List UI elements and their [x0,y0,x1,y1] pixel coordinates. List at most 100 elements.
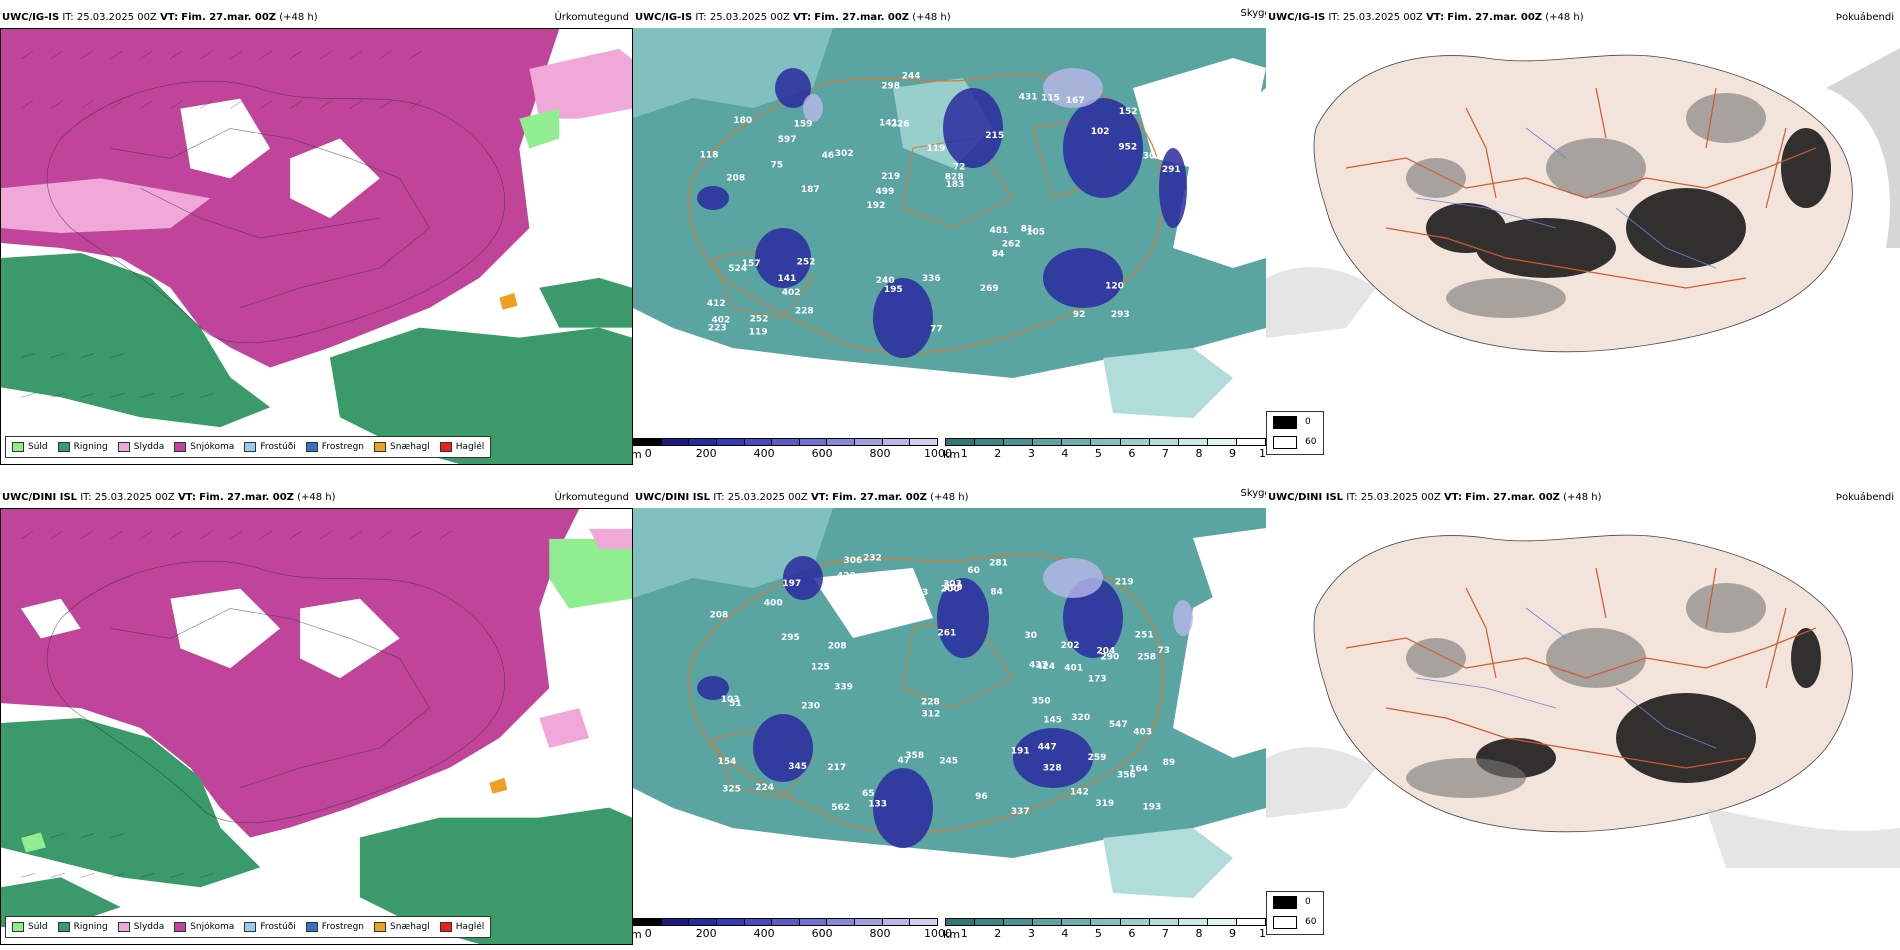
cloud-base-label: 230 [801,701,820,711]
panel-title: Skyggni [1240,8,1266,19]
visibility-colorbar: 1 2 3 4 5 6 7 8 9 10 km [943,438,1266,461]
colorbar-segment [1033,439,1063,445]
cloud-base-label: 350 [1032,696,1051,706]
cloud-base-label: 73 [1158,646,1171,656]
lead-time: (+48 h) [279,12,318,23]
colorbar-segment [772,439,800,445]
cloud-base-label: 412 [707,299,726,309]
cloud-base-label: 252 [797,257,816,267]
fog-index-map[interactable] [1266,28,1900,408]
cloud-base-label: 96 [975,792,988,802]
cloud-base-label: 152 [1119,107,1138,117]
colorbar-segment [882,439,911,445]
it-label: IT: [62,12,74,23]
lead-time: (+48 h) [912,12,951,23]
precip-legend-label: Snæhagl [390,442,430,452]
cloud-base-label: 141 [778,274,797,284]
cloud-base-label: 145 [1043,715,1062,725]
colorbar-segment [661,919,690,925]
lead-time: (+48 h) [1563,492,1602,503]
vt-label: VT: [160,12,179,23]
cloud-base-label: 828 [945,173,964,183]
cloud-base-label: 125 [811,663,830,673]
cloud-base-label: 159 [794,120,813,130]
precip-type-map[interactable]: Súld Rigning Slydda Snjókoma Frostúði Frostre… [0,508,633,945]
precip-type-panel-row1: UWC/IG-IS IT: 25.03.2025 00Z VT: Fim. 27… [0,8,633,465]
cloud-base-label: 77 [930,324,943,334]
colorbar-tick-label: 2 [994,927,1002,940]
cloud-base-unit: m [633,928,642,941]
cloud-base-label: 119 [749,328,768,338]
visibility-map[interactable]: 259 251 164 261 325 420 204 217 219 295 258 208 173 1… [633,508,1266,908]
colorbar-segment [634,919,662,925]
colorbar-tick-label: 10 [1259,927,1266,940]
cloud-base-label: 209 [944,583,963,593]
panel-header: UWC/DINI ISL IT: 25.03.2025 00Z VT: Fim.… [0,488,633,508]
colorbar-segment [1178,919,1208,925]
cloud-base-label: 437 [1029,661,1048,671]
fog-legend-item: 0 [1267,412,1323,432]
valid-time: Fim. 27.mar. 00Z [181,12,277,23]
it-label: IT: [80,492,92,503]
precip-legend-swatch [244,922,257,932]
colorbar-segment [1178,439,1208,445]
cloud-base-label: 60 [967,566,980,576]
cloud-base-label: 319 [1095,799,1114,809]
cloud-base-label: 219 [881,172,900,182]
colorbar-segment [855,919,883,925]
cloud-base-label: 219 [1115,578,1134,588]
precip-legend-label: Frostregn [321,442,365,452]
colorbar-segment [910,439,938,445]
colorbar-tick-label: 9 [1228,447,1236,460]
init-time: 25.03.2025 00Z [727,492,808,503]
precip-legend-label: Rigning [73,922,108,932]
cloud-base-label: 105 [1026,228,1045,238]
model-name: UWC/IG-IS [635,12,693,23]
colorbar-segment [1062,439,1092,445]
fog-legend-swatch-60 [1273,915,1297,929]
cloud-base-label: 547 [1109,720,1128,730]
precip-type-map[interactable]: Súld Rigning Slydda Snjókoma Frostúði Frostre… [0,28,633,465]
visibility-unit: km [943,448,961,461]
precip-legend-label: Rigning [73,442,108,452]
colorbar-tick-label: 0 [644,447,652,460]
colorbar-segment [634,439,662,445]
model-name: UWC/DINI ISL [2,492,78,503]
cloud-base-label: 281 [989,558,1008,568]
cloud-base-label: 232 [863,553,882,563]
precip-legend-item: Slydda [117,442,165,452]
precip-legend-label: Frostúði [260,922,296,932]
cloud-base-label: 325 [722,785,741,795]
colorbar-segment [772,919,800,925]
colorbar-tick-label: 6 [1128,927,1136,940]
cloud-base-label: 233 [910,588,929,598]
fog-index-map-graphic [1266,508,1900,888]
cloud-base-label: 952 [1118,143,1137,153]
precip-legend-item: Rigning [57,922,108,932]
precip-legend-label: Snjókoma [190,442,235,452]
cloud-base-label: 202 [1061,641,1080,651]
valid-time: Fim. 27.mar. 00Z [199,492,294,503]
cloud-base-label: 258 [1137,652,1156,662]
fog-index-map[interactable] [1266,508,1900,888]
precip-legend-label: Slydda [133,442,165,452]
precip-legend-item: Haglél [439,442,484,452]
panel-title: Úrkomutegund [554,12,629,23]
colorbar-segment [716,919,745,925]
colorbar-segment [975,919,1005,925]
cloud-base-label: 290 [1101,653,1120,663]
cloud-base-label: 192 [867,201,886,211]
visibility-map[interactable]: 293 208 152 192 215 252 141 119 157 302 412 402 226 7… [633,28,1266,428]
cloud-base-colorbar: 0 200 400 600 800 1000 m [633,918,952,941]
valid-time: Fim. 27.mar. 00Z [1465,492,1560,503]
cloud-base-label: 208 [828,642,847,652]
visibility-panel-row2: UWC/DINI ISL IT: 25.03.2025 00Z VT: Fim.… [633,488,1266,945]
fog-legend-item: 0 [1267,892,1323,912]
it-label: IT: [713,492,725,503]
precip-legend-label: Súld [28,922,48,932]
precip-legend-item: Súld [12,922,48,932]
cloud-base-label: 431 [1019,92,1038,102]
cloud-base-label: 291 [1162,165,1181,175]
cloud-base-label: 30 [1025,631,1038,641]
